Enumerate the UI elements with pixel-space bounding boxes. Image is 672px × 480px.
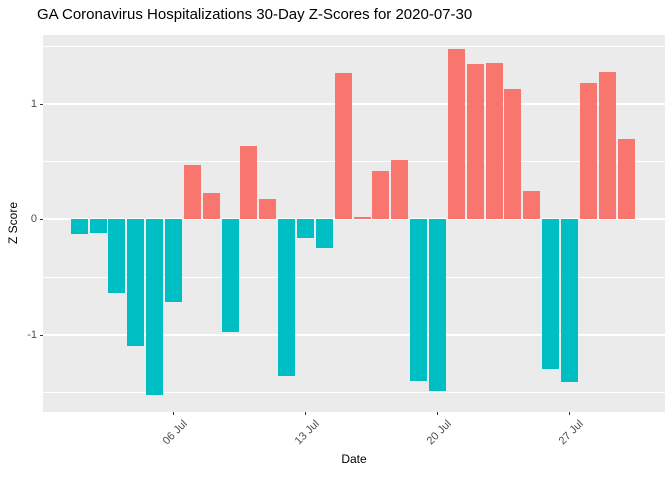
x-tick-label: 27 Jul (556, 418, 586, 448)
bar-2020-07-19 (410, 219, 428, 381)
bar-2020-07-16 (353, 217, 371, 220)
bar-2020-07-02 (89, 219, 107, 234)
x-tick-label: 13 Jul (292, 418, 322, 448)
bar-2020-07-20 (428, 219, 446, 392)
x-tick-mark (304, 412, 306, 415)
bar-2020-07-09 (221, 219, 239, 333)
gridline-major (43, 103, 665, 106)
y-tick-mark (40, 104, 43, 106)
x-axis-title: Date (341, 452, 367, 466)
bar-2020-07-07 (183, 165, 201, 220)
bar-2020-07-11 (259, 198, 277, 220)
bar-2020-07-21 (447, 48, 465, 220)
bar-2020-07-15 (334, 73, 352, 220)
bar-2020-07-25 (523, 190, 541, 220)
bar-2020-07-14 (315, 219, 333, 249)
y-tick-label: 1 (30, 98, 37, 111)
bar-2020-07-24 (504, 89, 522, 220)
gridline-minor (43, 46, 665, 48)
y-tick-mark (40, 219, 43, 221)
bar-2020-07-10 (240, 145, 258, 220)
bar-2020-07-18 (391, 159, 409, 220)
x-tick-label: 20 Jul (424, 418, 454, 448)
bar-2020-07-17 (372, 171, 390, 220)
bar-2020-07-28 (579, 83, 597, 220)
bar-2020-07-08 (202, 192, 220, 220)
y-tick-mark (40, 334, 43, 336)
gridline-minor (43, 391, 665, 393)
bar-2020-07-27 (560, 219, 578, 382)
bar-2020-07-12 (278, 219, 296, 377)
bar-2020-07-23 (485, 62, 503, 220)
bar-2020-07-06 (164, 219, 182, 303)
y-tick-label: -1 (27, 328, 37, 341)
bar-2020-07-26 (542, 219, 560, 370)
plot-panel (43, 35, 665, 412)
gridline-minor (43, 161, 665, 163)
bar-2020-07-01 (70, 219, 88, 235)
gridline-major (43, 333, 665, 336)
x-tick-label: 06 Jul (160, 418, 190, 448)
gridline-major (43, 218, 665, 221)
bar-2020-07-03 (108, 219, 126, 294)
y-tick-label: 0 (30, 213, 37, 226)
x-tick-mark (436, 412, 438, 415)
bar-2020-07-04 (127, 219, 145, 347)
bar-2020-07-29 (598, 71, 616, 220)
chart-title: GA Coronavirus Hospitalizations 30-Day Z… (37, 6, 473, 23)
x-tick-mark (568, 412, 570, 415)
x-tick-mark (172, 412, 174, 415)
gridline-minor (43, 276, 665, 278)
bar-2020-07-05 (146, 219, 164, 395)
bar-2020-07-13 (296, 219, 314, 238)
bar-2020-07-22 (466, 63, 484, 220)
bar-2020-07-30 (617, 138, 635, 220)
